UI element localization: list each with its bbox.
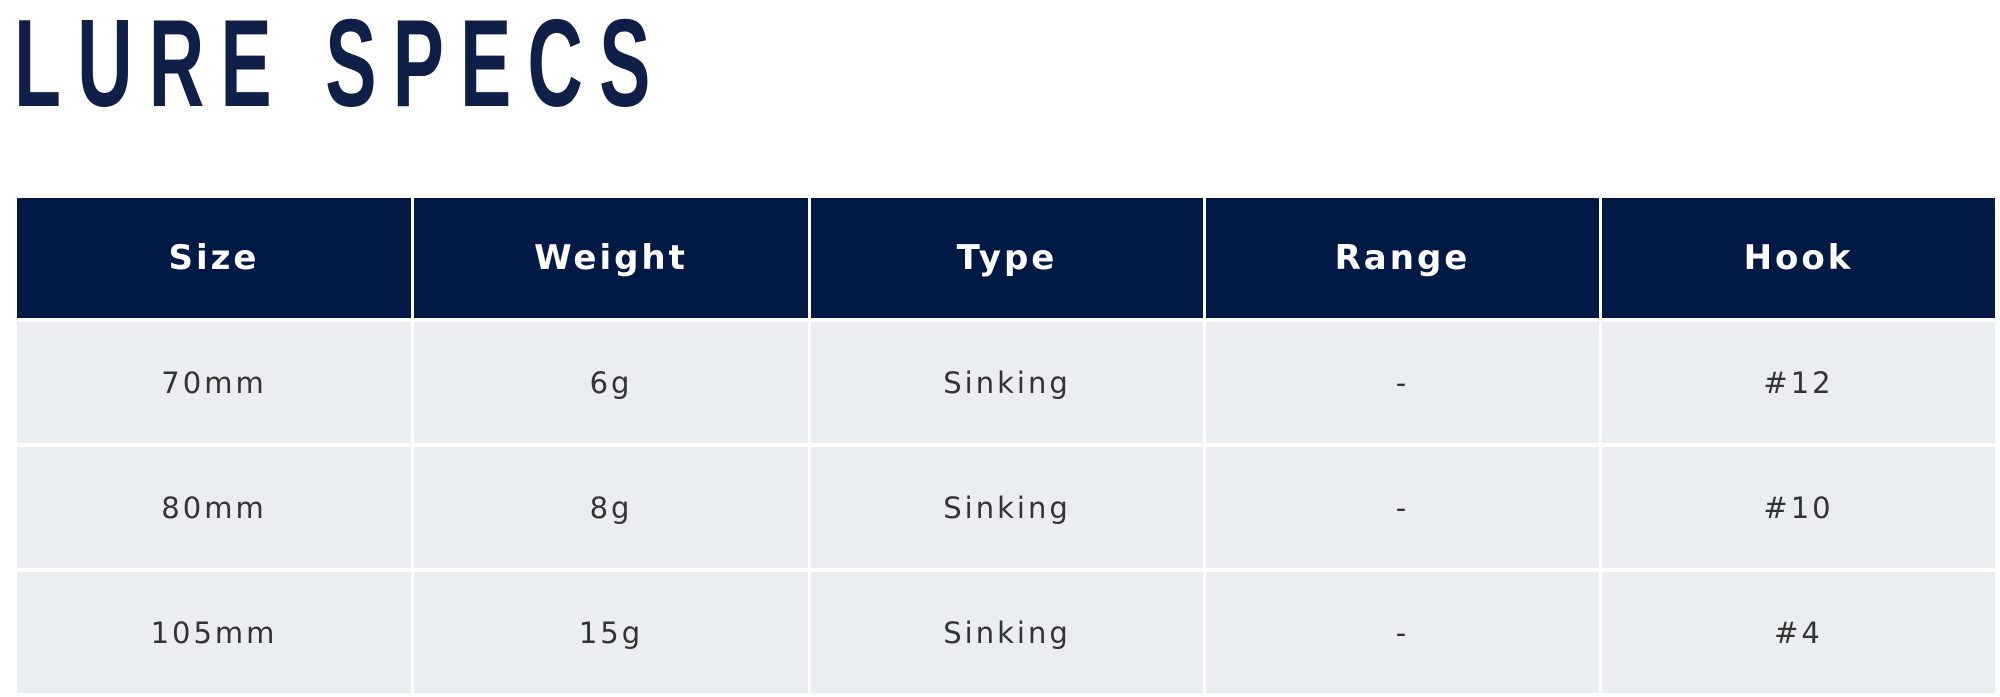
header-range: Range xyxy=(1206,198,1599,318)
cell-range: - xyxy=(1206,572,1599,693)
cell-weight: 6g xyxy=(414,322,808,443)
cell-hook: #10 xyxy=(1602,447,1995,568)
header-size: Size xyxy=(17,198,411,318)
cell-weight: 15g xyxy=(414,572,808,693)
cell-size: 70mm xyxy=(17,322,411,443)
header-type: Type xyxy=(811,198,1203,318)
cell-range: - xyxy=(1206,447,1599,568)
cell-type: Sinking xyxy=(811,572,1203,693)
cell-type: Sinking xyxy=(811,447,1203,568)
cell-hook: #12 xyxy=(1602,322,1995,443)
header-weight: Weight xyxy=(414,198,808,318)
cell-size: 80mm xyxy=(17,447,411,568)
cell-hook: #4 xyxy=(1602,572,1995,693)
cell-size: 105mm xyxy=(17,572,411,693)
cell-range: - xyxy=(1206,322,1599,443)
cell-type: Sinking xyxy=(811,322,1203,443)
cell-weight: 8g xyxy=(414,447,808,568)
page-title: LURE SPECS xyxy=(14,0,667,133)
header-hook: Hook xyxy=(1602,198,1995,318)
specs-table: Size Weight Type Range Hook 70mm 6g Sink… xyxy=(17,198,1996,693)
